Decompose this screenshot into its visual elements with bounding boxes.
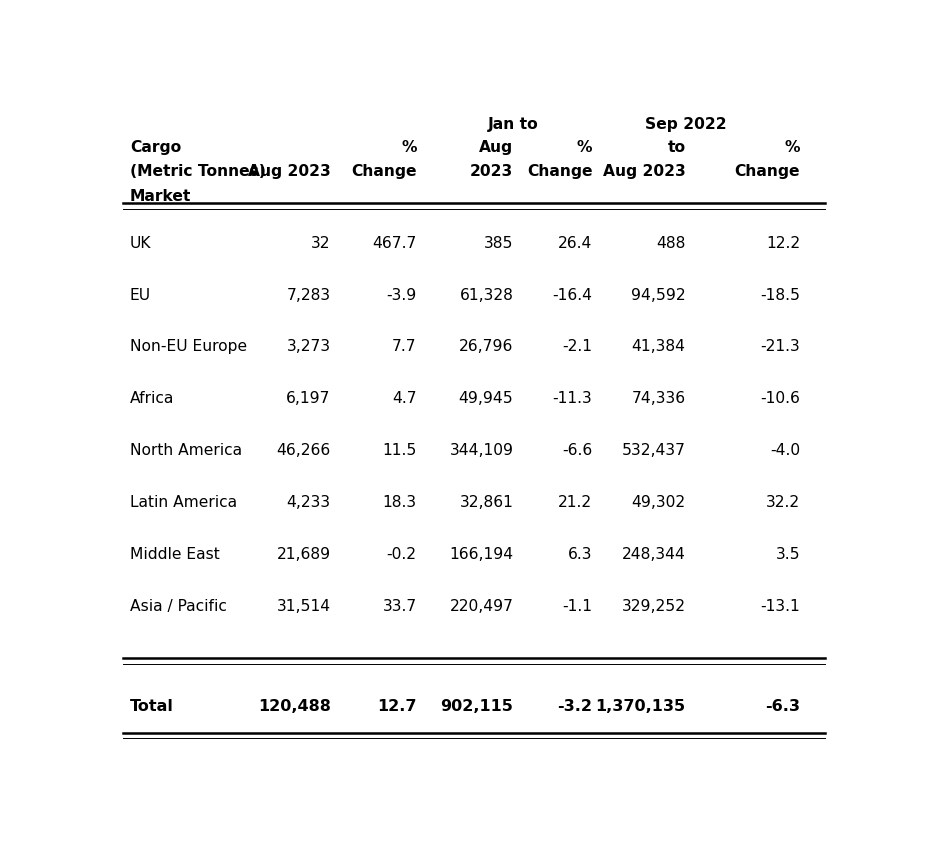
Text: 7,283: 7,283 — [287, 287, 331, 302]
Text: -6.6: -6.6 — [562, 443, 592, 458]
Text: (Metric Tonnes): (Metric Tonnes) — [130, 164, 266, 179]
Text: 329,252: 329,252 — [622, 598, 685, 613]
Text: -3.9: -3.9 — [387, 287, 416, 302]
Text: -10.6: -10.6 — [760, 391, 800, 406]
Text: Cargo: Cargo — [130, 141, 181, 155]
Text: 1,370,135: 1,370,135 — [596, 699, 685, 714]
Text: 21.2: 21.2 — [558, 494, 592, 509]
Text: 166,194: 166,194 — [450, 546, 513, 561]
Text: Asia / Pacific: Asia / Pacific — [130, 598, 227, 613]
Text: 18.3: 18.3 — [383, 494, 416, 509]
Text: 12.7: 12.7 — [377, 699, 416, 714]
Text: Aug: Aug — [479, 141, 513, 155]
Text: 385: 385 — [484, 235, 513, 250]
Text: Middle East: Middle East — [130, 546, 220, 561]
Text: 344,109: 344,109 — [450, 443, 513, 458]
Text: 902,115: 902,115 — [440, 699, 513, 714]
Text: Africa: Africa — [130, 391, 174, 406]
Text: 61,328: 61,328 — [460, 287, 513, 302]
Text: %: % — [577, 141, 592, 155]
Text: 32.2: 32.2 — [766, 494, 800, 509]
Text: 32: 32 — [311, 235, 331, 250]
Text: 12.2: 12.2 — [766, 235, 800, 250]
Text: 21,689: 21,689 — [277, 546, 331, 561]
Text: Change: Change — [734, 164, 800, 179]
Text: Jan to: Jan to — [488, 117, 539, 132]
Text: Latin America: Latin America — [130, 494, 237, 509]
Text: -2.1: -2.1 — [562, 339, 592, 354]
Text: Total: Total — [130, 699, 174, 714]
Text: %: % — [784, 141, 800, 155]
Text: 11.5: 11.5 — [382, 443, 416, 458]
Text: Aug 2023: Aug 2023 — [603, 164, 685, 179]
Text: 74,336: 74,336 — [632, 391, 685, 406]
Text: 32,861: 32,861 — [460, 494, 513, 509]
Text: 467.7: 467.7 — [373, 235, 416, 250]
Text: %: % — [401, 141, 416, 155]
Text: -3.2: -3.2 — [558, 699, 592, 714]
Text: -13.1: -13.1 — [760, 598, 800, 613]
Text: Non-EU Europe: Non-EU Europe — [130, 339, 247, 354]
Text: 2023: 2023 — [470, 164, 513, 179]
Text: -0.2: -0.2 — [387, 546, 416, 561]
Text: 6.3: 6.3 — [568, 546, 592, 561]
Text: -21.3: -21.3 — [760, 339, 800, 354]
Text: 41,384: 41,384 — [632, 339, 685, 354]
Text: EU: EU — [130, 287, 151, 302]
Text: 248,344: 248,344 — [622, 546, 685, 561]
Text: 220,497: 220,497 — [450, 598, 513, 613]
Text: -18.5: -18.5 — [760, 287, 800, 302]
Text: -6.3: -6.3 — [765, 699, 800, 714]
Text: 94,592: 94,592 — [631, 287, 685, 302]
Text: 26,796: 26,796 — [459, 339, 513, 354]
Text: -11.3: -11.3 — [552, 391, 592, 406]
Text: -16.4: -16.4 — [552, 287, 592, 302]
Text: 33.7: 33.7 — [382, 598, 416, 613]
Text: Aug 2023: Aug 2023 — [248, 164, 331, 179]
Text: Change: Change — [527, 164, 592, 179]
Text: 26.4: 26.4 — [558, 235, 592, 250]
Text: -4.0: -4.0 — [771, 443, 800, 458]
Text: 49,302: 49,302 — [632, 494, 685, 509]
Text: 49,945: 49,945 — [459, 391, 513, 406]
Text: to: to — [668, 141, 685, 155]
Text: UK: UK — [130, 235, 152, 250]
Text: 488: 488 — [656, 235, 685, 250]
Text: 4.7: 4.7 — [392, 391, 416, 406]
Text: Change: Change — [352, 164, 416, 179]
Text: 3,273: 3,273 — [287, 339, 331, 354]
Text: 46,266: 46,266 — [277, 443, 331, 458]
Text: Market: Market — [130, 189, 191, 204]
Text: 532,437: 532,437 — [622, 443, 685, 458]
Text: 4,233: 4,233 — [287, 494, 331, 509]
Text: North America: North America — [130, 443, 242, 458]
Text: 3.5: 3.5 — [776, 546, 800, 561]
Text: 120,488: 120,488 — [258, 699, 331, 714]
Text: 6,197: 6,197 — [286, 391, 331, 406]
Text: 31,514: 31,514 — [277, 598, 331, 613]
Text: Sep 2022: Sep 2022 — [645, 117, 726, 132]
Text: 7.7: 7.7 — [392, 339, 416, 354]
Text: -1.1: -1.1 — [562, 598, 592, 613]
